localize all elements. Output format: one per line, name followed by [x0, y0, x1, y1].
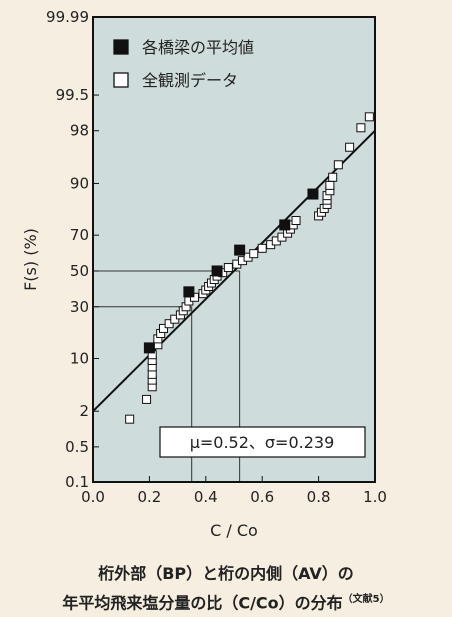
y-tick-label: 10: [70, 349, 89, 367]
data-point-open: [249, 249, 259, 259]
series-bridge-averages: [143, 188, 319, 354]
x-tick-label: 0.0: [81, 488, 105, 506]
y-tick-label: 99.99: [46, 8, 89, 26]
data-point-open: [328, 172, 338, 182]
data-point-open: [333, 160, 343, 170]
y-tick-label: 98: [70, 122, 89, 140]
fit-line: [92, 130, 376, 412]
data-point-filled: [211, 265, 223, 277]
caption-line-1: 桁外部（BP）と桁の内側（AV）の: [98, 564, 354, 583]
y-tick-label: 2: [79, 402, 89, 420]
y-tick-label: 30: [70, 298, 89, 316]
data-point-filled: [183, 286, 195, 298]
x-axis-label: C / Co: [210, 521, 258, 540]
data-point-filled: [307, 188, 319, 200]
data-point-filled: [143, 342, 155, 354]
data-point-open: [291, 216, 301, 226]
data-point-open: [364, 112, 374, 122]
y-tick-label: 99.5: [56, 86, 89, 104]
x-tick-label: 1.0: [363, 488, 387, 506]
data-point-open: [147, 369, 157, 379]
legend-marker-open: [113, 72, 129, 88]
stats-box: [159, 426, 366, 458]
x-tick-label: 0.8: [307, 488, 331, 506]
y-axis-ticks: 0.1 0.5 2 10 30 50 70 90 98 99.5 99.99: [46, 8, 99, 491]
x-tick-label: 0.2: [137, 488, 161, 506]
y-tick-label: 70: [70, 226, 89, 244]
y-axis-label: F(s) (%): [21, 228, 40, 291]
caption-line-2: 年平均飛来塩分量の比（C/Co）の分布: [62, 593, 343, 613]
data-point-open: [356, 123, 366, 133]
data-point-open: [345, 142, 355, 152]
plot-frame: [92, 16, 376, 483]
x-tick-label: 0.4: [194, 488, 218, 506]
figure-caption: 桁外部（BP）と桁の内側（AV）の 年平均飛来塩分量の比（C/Co）の分布（文献…: [0, 561, 452, 616]
stats-text: μ=0.52、σ=0.239: [190, 433, 335, 452]
data-point-filled: [279, 219, 291, 231]
y-tick-label: 0.1: [65, 473, 89, 491]
x-tick-label: 0.6: [250, 488, 274, 506]
y-tick-label: 50: [70, 262, 89, 280]
data-point-filled: [234, 244, 246, 256]
caption-reference: （文献5）: [342, 594, 390, 605]
data-point-open: [159, 323, 168, 333]
legend-label: 各橋梁の平均値: [142, 38, 254, 57]
stats-annotation: μ=0.52、σ=0.239: [159, 426, 366, 458]
data-point-open: [325, 180, 335, 190]
x-axis-ticks: 0.0 0.2 0.4 0.6 0.8 1.0: [81, 476, 387, 506]
data-point-open: [125, 414, 135, 424]
data-point-open: [142, 394, 152, 404]
caption-line-2-wrap: 年平均飛来塩分量の比（C/Co）の分布（文献5）: [0, 587, 452, 616]
plot-area: [93, 17, 375, 482]
data-point-open: [257, 243, 267, 253]
series-all-observations: [125, 112, 374, 424]
y-tick-label: 90: [70, 174, 89, 192]
legend-label: 全観測データ: [142, 71, 238, 90]
y-tick-label: 0.5: [65, 438, 89, 456]
legend-marker-filled: [113, 39, 129, 55]
data-point-open: [223, 263, 233, 273]
